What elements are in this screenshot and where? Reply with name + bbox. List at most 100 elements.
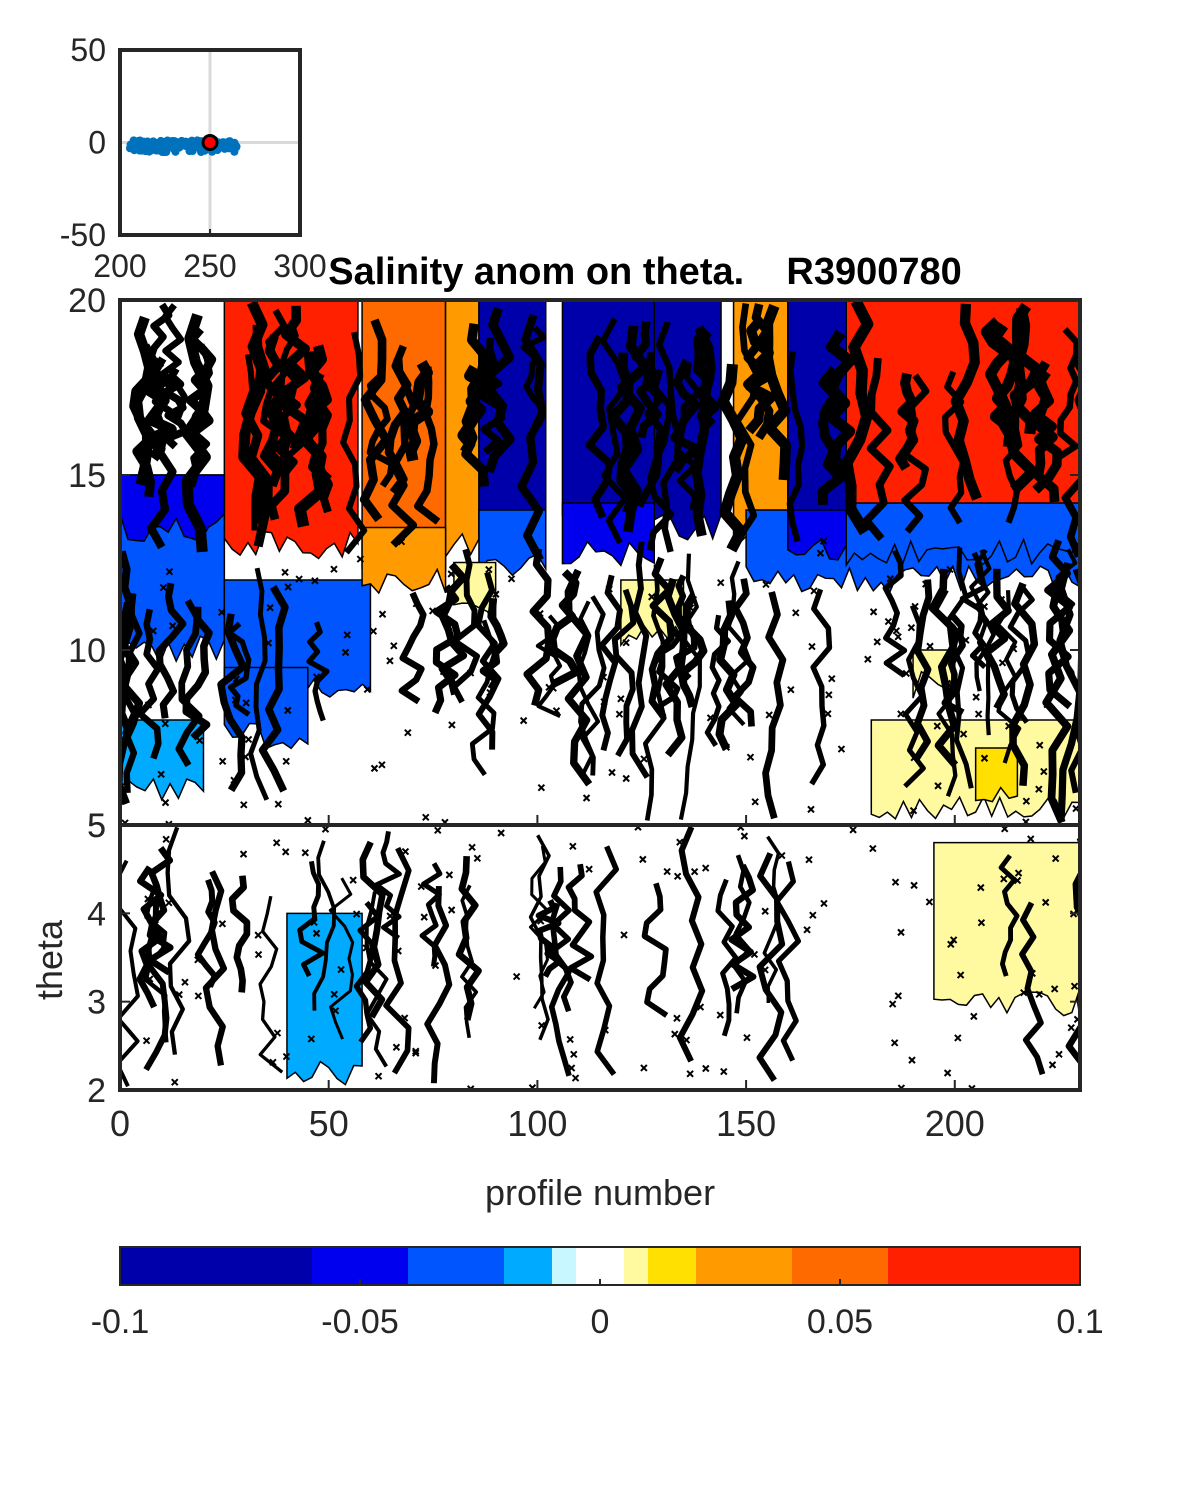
contour-marker: [507, 575, 516, 583]
contour-marker: [239, 850, 248, 858]
contour-marker: [677, 671, 686, 679]
contour-line: [384, 357, 412, 496]
contour-marker: [765, 711, 773, 719]
contour-line: [405, 360, 434, 462]
contour-line: [1019, 901, 1046, 1076]
contour-marker: [149, 627, 158, 635]
map-current-position: [201, 134, 219, 151]
contour-marker: [570, 1050, 578, 1059]
contour-line: [998, 854, 1020, 977]
contour-line: [248, 567, 270, 801]
contour-marker: [536, 609, 544, 618]
contour-marker: [282, 1052, 291, 1061]
contour-line: [825, 329, 856, 478]
contour-marker: [892, 627, 901, 635]
contour-marker: [370, 764, 379, 773]
map-x-tick-label: 300: [273, 248, 326, 284]
contour-marker: [142, 1037, 151, 1045]
contour-marker: [497, 829, 505, 837]
contour-marker: [341, 648, 350, 657]
contour-marker: [242, 699, 250, 707]
contour-marker: [231, 696, 240, 704]
contour-marker: [412, 1049, 420, 1057]
colorbar-segment: [792, 1247, 888, 1285]
contour-line: [598, 574, 623, 752]
contour-line: [413, 366, 441, 525]
contour-marker: [121, 819, 129, 824]
contour-marker: [600, 698, 608, 706]
contour-line: [1044, 539, 1074, 710]
contour-line: [969, 549, 992, 736]
contour-marker: [1043, 700, 1051, 709]
contour-marker: [1027, 835, 1035, 843]
contour-marker: [282, 757, 290, 766]
x-tick-label: 150: [716, 1103, 776, 1144]
contour-line: [1061, 359, 1080, 558]
contour-line: [194, 878, 218, 988]
contour-line: [762, 591, 787, 820]
contour-line: [294, 351, 327, 528]
contour-marker: [266, 603, 274, 612]
contour-marker: [337, 965, 345, 974]
colorbar-segment: [576, 1247, 624, 1285]
contour-marker: [307, 1035, 316, 1043]
colorbar-segment: [408, 1247, 504, 1285]
map-track-point: [188, 141, 197, 150]
y-axis-label: theta: [29, 919, 70, 1000]
contour-marker: [792, 609, 800, 617]
lower-axes-frame: [118, 823, 1082, 1092]
contour-line: [548, 569, 581, 687]
contour-marker: [312, 673, 321, 681]
contour-marker: [369, 627, 378, 635]
contour-line: [629, 541, 650, 779]
contour-marker: [549, 684, 557, 692]
contour-marker: [417, 882, 425, 891]
x-tick-label: 100: [507, 1103, 567, 1144]
contour-marker: [676, 838, 684, 846]
map-track-point: [128, 140, 137, 149]
contour-marker: [144, 701, 153, 709]
contour-marker: [911, 602, 919, 611]
section-fill-patch: [361, 526, 447, 595]
contour-marker: [701, 864, 710, 872]
contour-marker: [321, 826, 330, 833]
contour-marker: [608, 768, 616, 777]
contour-marker: [762, 580, 770, 589]
contour-marker: [873, 638, 881, 646]
contour-marker: [281, 848, 290, 856]
contour-line: [258, 895, 284, 1074]
contour-marker: [441, 818, 449, 824]
contour-marker: [601, 1026, 609, 1034]
contour-marker: [653, 689, 661, 698]
contour-marker: [954, 1034, 962, 1042]
contour-line: [136, 608, 162, 760]
contour-marker: [909, 806, 918, 815]
contour-marker: [304, 816, 312, 824]
contour-marker: [1036, 741, 1044, 749]
contour-marker: [165, 899, 173, 907]
lower-y-tick-label: 2: [87, 1072, 106, 1110]
contour-line: [946, 547, 974, 789]
contour-marker: [997, 595, 1006, 604]
contour-marker: [810, 587, 818, 595]
contour-marker: [392, 1043, 401, 1051]
contour-marker: [254, 931, 262, 939]
contour-marker: [512, 972, 521, 981]
contour-marker: [787, 685, 795, 694]
contour-marker: [805, 855, 813, 864]
contour-marker: [910, 753, 918, 762]
contour-marker: [254, 950, 263, 959]
contour-line: [774, 860, 802, 1062]
contour-line: [841, 300, 874, 536]
map-track-point: [182, 142, 191, 151]
contour-marker: [447, 906, 456, 914]
contour-marker: [144, 895, 152, 903]
contour-line: [593, 845, 620, 1077]
map-track-point: [136, 136, 145, 145]
contour-line: [475, 571, 502, 750]
contour-line: [520, 325, 547, 428]
contour-line: [641, 882, 669, 1018]
contour-line: [704, 614, 731, 747]
contour-marker: [175, 990, 183, 999]
